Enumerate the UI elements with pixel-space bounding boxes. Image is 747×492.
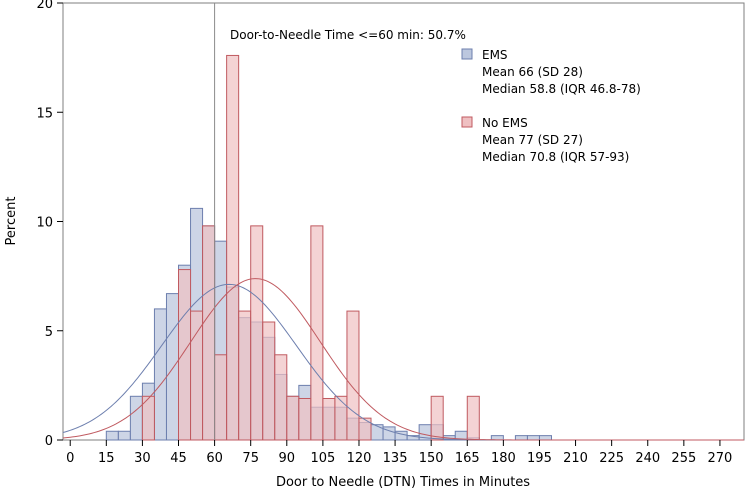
x-tick-label: 165 — [455, 451, 480, 466]
x-axis-label: Door to Needle (DTN) Times in Minutes — [276, 475, 530, 490]
no-ems-bar — [322, 397, 336, 441]
no-ems-bar — [430, 395, 444, 441]
x-tick-label: 135 — [383, 451, 408, 466]
x-tick-label: 255 — [671, 451, 696, 466]
no-ems-bar — [346, 310, 360, 441]
x-tick-label: 240 — [635, 451, 660, 466]
no-ems-bar — [274, 354, 288, 441]
ems-bar — [514, 435, 528, 441]
no-ems-bar — [190, 310, 204, 441]
legend-ems-median: Median 58.8 (IQR 46.8-78) — [482, 82, 641, 96]
x-tick-label: 45 — [170, 451, 187, 466]
legend-ems-mean: Mean 66 (SD 28) — [482, 65, 583, 79]
no-ems-bar — [214, 354, 228, 441]
no-ems-bar — [141, 395, 155, 441]
x-tick-label: 210 — [563, 451, 588, 466]
x-tick-label: 30 — [134, 451, 151, 466]
no-ems-bar — [250, 225, 264, 441]
y-tick-label: 10 — [36, 216, 53, 231]
ems-bar — [105, 430, 119, 441]
ems-bar — [538, 435, 552, 441]
legend-ems-name: EMS — [482, 48, 508, 62]
no-ems-bar — [466, 395, 480, 441]
x-tick-label: 75 — [242, 451, 259, 466]
no-ems-bar — [358, 417, 372, 441]
no-ems-bar — [310, 225, 324, 441]
ems-bar — [129, 395, 143, 441]
ems-bar — [153, 308, 167, 441]
no-ems-normal-curve — [62, 278, 744, 441]
x-tick-label: 90 — [279, 451, 296, 466]
no-ems-bar — [238, 310, 252, 441]
x-tick-label: 60 — [206, 451, 223, 466]
no-ems-bar — [334, 395, 348, 441]
x-tick-label: 270 — [708, 451, 733, 466]
legend-no-ems-mean: Mean 77 (SD 27) — [482, 133, 583, 147]
ems-bar — [165, 293, 180, 441]
no-ems-bar — [286, 395, 300, 441]
legend-no-ems-name: No EMS — [482, 116, 528, 130]
legend-swatch-ems — [461, 48, 473, 60]
reference-line-annotation: Door-to-Needle Time <=60 min: 50.7% — [230, 28, 466, 42]
y-tick-label: 15 — [36, 106, 53, 121]
bars-layer — [105, 54, 552, 441]
legend-swatch-no-ems — [461, 116, 473, 128]
x-tick-label: 105 — [310, 451, 335, 466]
y-tick-label: 0 — [45, 434, 53, 449]
x-tick-label: 180 — [491, 451, 516, 466]
ems-bar — [526, 435, 540, 441]
y-axis-label: Percent — [4, 197, 19, 246]
x-tick-label: 15 — [98, 451, 115, 466]
no-ems-bar — [226, 54, 240, 441]
y-tick-label: 20 — [36, 0, 53, 12]
no-ems-bar — [298, 397, 312, 441]
x-tick-label: 150 — [419, 451, 444, 466]
curves-layer — [62, 278, 744, 441]
x-tick-label: 225 — [599, 451, 624, 466]
y-tick-label: 5 — [45, 325, 53, 340]
no-ems-bar — [202, 225, 216, 441]
ems-bar — [370, 424, 384, 441]
y-axis: 0 5 10 15 20 — [36, 0, 63, 449]
x-tick-label: 195 — [527, 451, 552, 466]
x-tick-label: 0 — [66, 451, 74, 466]
x-axis: 0 15 30 45 60 75 90 105 120 135 150 165 180 195 210 225… — [66, 440, 732, 466]
ems-bar — [117, 430, 131, 441]
no-ems-bar — [262, 321, 276, 441]
legend: EMS Mean 66 (SD 28) Median 58.8 (IQR 46.… — [461, 48, 641, 164]
no-ems-bar — [178, 269, 192, 441]
x-tick-label: 120 — [347, 451, 372, 466]
legend-no-ems-median: Median 70.8 (IQR 57-93) — [482, 150, 629, 164]
